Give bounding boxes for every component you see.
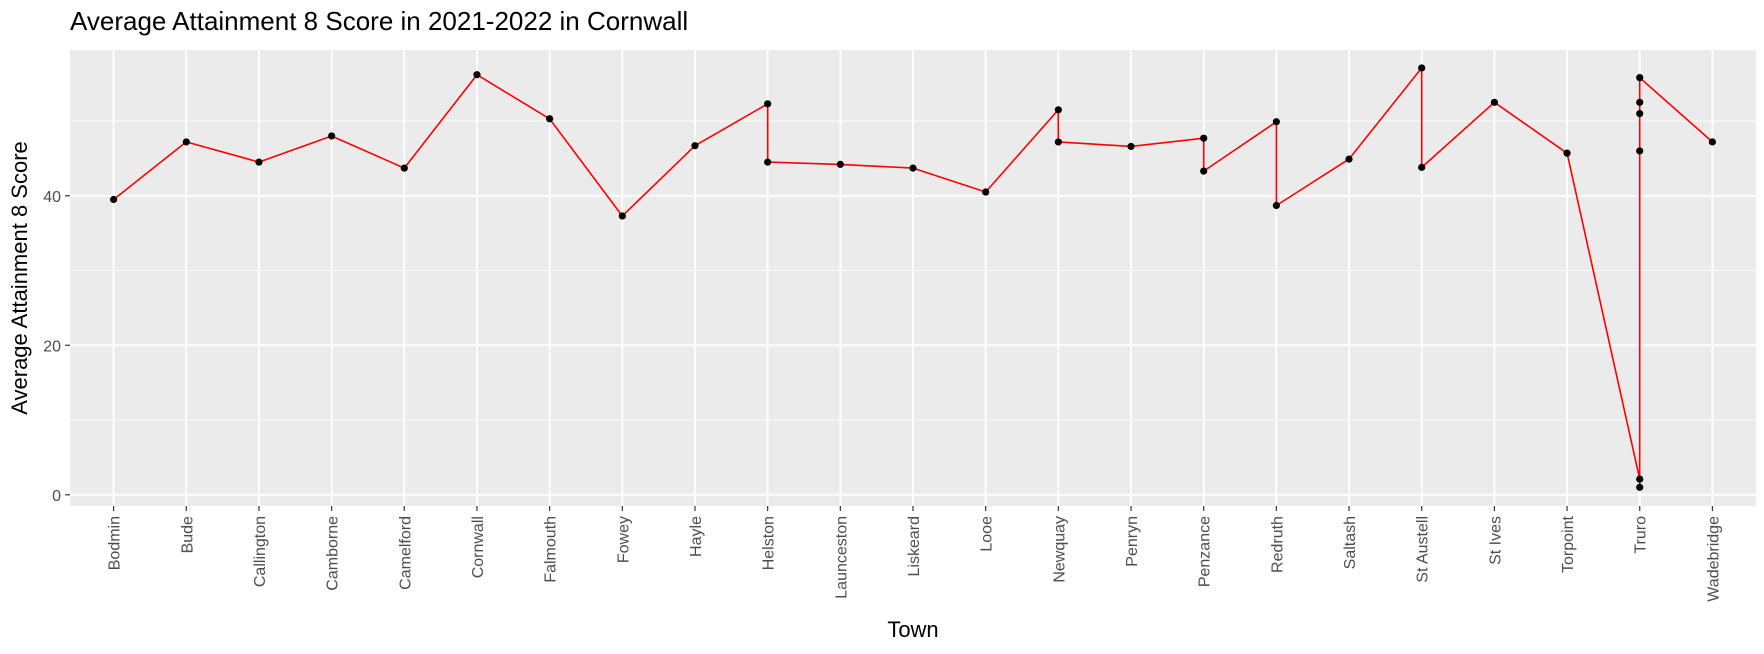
x-tick-label: Truro — [1633, 516, 1650, 554]
data-point — [1272, 118, 1280, 126]
x-tick-label: Camborne — [325, 516, 342, 591]
x-tick-label: Penzance — [1197, 516, 1214, 587]
data-point — [1418, 163, 1426, 171]
data-point — [473, 71, 481, 79]
data-point — [982, 188, 990, 196]
data-point — [1200, 167, 1208, 175]
data-point — [1708, 138, 1716, 146]
data-point — [328, 132, 336, 140]
y-axis: 0 20 40 — [43, 189, 70, 505]
data-point — [1636, 147, 1644, 155]
chart-title: Average Attainment 8 Score in 2021-2022 … — [70, 6, 689, 36]
major-gridlines — [70, 50, 1756, 506]
data-point — [1490, 98, 1498, 106]
x-tick-label: Hayle — [688, 516, 705, 557]
data-point — [182, 138, 190, 146]
x-tick-label: Redruth — [1269, 516, 1286, 573]
y-axis-title: Average Attainment 8 Score — [7, 141, 32, 415]
x-tick-label: Penryn — [1124, 516, 1141, 567]
x-tick-label: Camelford — [397, 516, 414, 590]
data-point — [836, 160, 844, 168]
x-tick-label: Bude — [179, 516, 196, 553]
x-tick-label: Cornwall — [470, 516, 487, 578]
y-tick-label: 20 — [43, 338, 61, 355]
data-point — [546, 115, 554, 123]
x-tick-label: Torpoint — [1560, 515, 1577, 572]
y-tick-label: 0 — [52, 488, 61, 505]
data-point — [1636, 98, 1644, 106]
data-point — [1636, 475, 1644, 483]
x-tick-label: Bodmin — [107, 516, 124, 570]
data-point — [764, 100, 772, 108]
x-tick-label: Saltash — [1342, 516, 1359, 569]
data-point — [618, 212, 626, 220]
data-point — [909, 164, 917, 172]
x-tick-label: St Austell — [1415, 516, 1432, 583]
data-point — [1200, 134, 1208, 142]
x-tick-label: Callington — [252, 516, 269, 587]
x-tick-label: Liskeard — [906, 516, 923, 576]
x-tick-label: Looe — [979, 516, 996, 552]
data-point — [110, 195, 118, 204]
data-point — [1127, 142, 1135, 151]
data-point — [691, 142, 699, 150]
data-point — [1563, 149, 1571, 157]
x-axis: Bodmin Bude Callington Camborne Camelford Cor… — [107, 506, 1722, 602]
x-tick-label: Newquay — [1051, 516, 1068, 583]
x-tick-label: Fowey — [615, 516, 632, 563]
data-point — [1636, 109, 1644, 118]
series-points — [110, 64, 1716, 491]
x-tick-label: Helston — [761, 516, 778, 570]
x-tick-label: Launceston — [833, 516, 850, 599]
y-tick-label: 40 — [43, 189, 61, 206]
data-point — [255, 158, 263, 166]
data-point — [1418, 64, 1426, 72]
x-tick-label: Falmouth — [543, 516, 560, 583]
data-point — [1636, 74, 1644, 82]
data-point — [1345, 155, 1353, 163]
data-point — [1054, 138, 1062, 146]
data-point — [400, 164, 408, 172]
x-axis-title: Town — [887, 617, 938, 642]
data-point — [1054, 106, 1062, 114]
x-tick-label: St Ives — [1487, 516, 1504, 565]
x-tick-label: Wadebridge — [1705, 516, 1722, 602]
data-point — [764, 158, 772, 166]
data-point — [1272, 201, 1280, 210]
data-point — [1636, 483, 1644, 491]
